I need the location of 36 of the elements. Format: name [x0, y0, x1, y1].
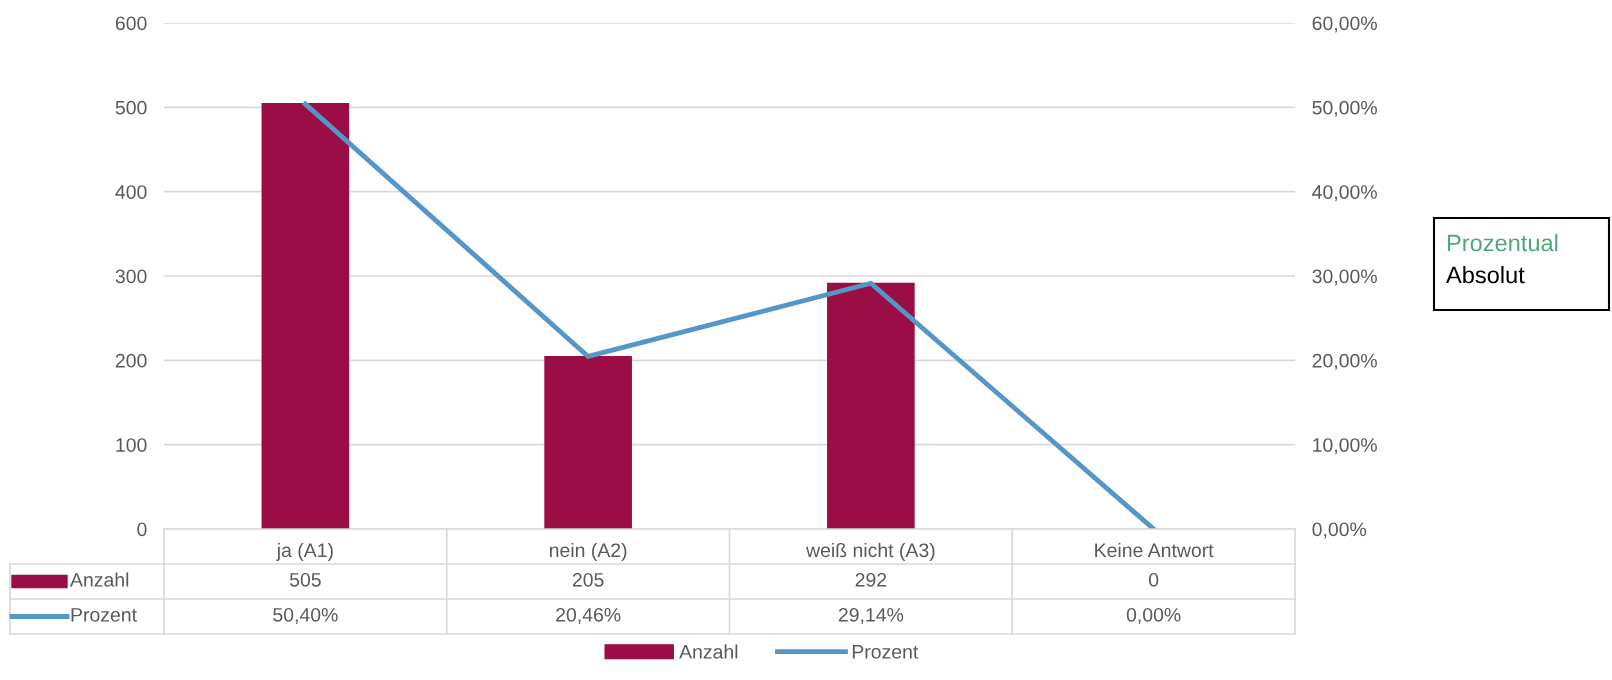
y-tick-label: 0: [137, 522, 147, 537]
text: Prozent: [71, 608, 137, 622]
data-label: 20,46%: [556, 607, 621, 625]
y-tick-label: 400: [115, 185, 147, 199]
line-series: [302, 101, 1157, 529]
data-label: 0: [1148, 572, 1159, 587]
y-tick-label: 300: [115, 269, 147, 284]
y2-tick-label: 50,00%: [1312, 100, 1377, 117]
bar: [827, 282, 915, 529]
x-tick-label: weiß nicht (A3): [806, 542, 935, 562]
x-tick-label: ja (A1): [276, 542, 333, 562]
legend-label: Prozent: [852, 645, 919, 659]
y-tick-label: 500: [115, 100, 147, 115]
data-label: 292: [855, 572, 887, 587]
y2-tick-label: 30,00%: [1312, 269, 1377, 286]
y2-tick-label: 40,00%: [1312, 185, 1377, 202]
text: Absolut: [1446, 265, 1525, 284]
text: Anzahl: [70, 572, 129, 587]
legend-label: Anzahl: [679, 644, 738, 659]
y2-tick-label: 60,00%: [1312, 16, 1377, 33]
y2-tick-label: 20,00%: [1312, 353, 1377, 370]
text: Prozentual: [1447, 234, 1558, 252]
data-label: 29,14%: [838, 607, 904, 625]
data-label: 505: [289, 572, 321, 587]
y2-tick-label: 10,00%: [1313, 438, 1377, 455]
data-label: 50,40%: [273, 607, 338, 625]
bar: [261, 103, 350, 529]
bar: [544, 356, 632, 529]
y2-tick-label: 0,00%: [1312, 522, 1367, 539]
y-tick-label: 600: [115, 16, 147, 31]
data-label: 0,00%: [1126, 607, 1181, 625]
y-tick-label: 100: [116, 438, 147, 452]
x-tick-label: nein (A2): [549, 542, 627, 562]
x-tick-label: Keine Antwort: [1095, 542, 1214, 558]
y-tick-label: 200: [115, 353, 147, 368]
data-label: 205: [572, 572, 604, 587]
